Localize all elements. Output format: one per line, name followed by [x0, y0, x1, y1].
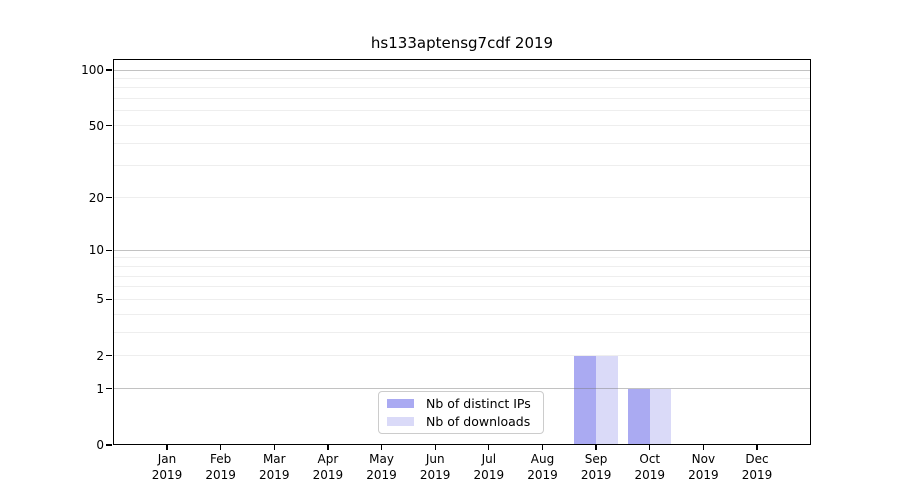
x-tick-month: Apr — [317, 452, 339, 466]
x-tick-label-sep: Sep 2019 — [561, 452, 631, 483]
gridline-minor-9 — [113, 257, 811, 259]
y-tick-label-2: 2 — [96, 348, 104, 363]
gridline-minor-60 — [113, 110, 811, 112]
x-tick-month: Jun — [425, 452, 445, 466]
x-tick-label-may: May 2019 — [347, 452, 417, 483]
x-tick-year: 2019 — [151, 467, 183, 482]
x-tick-label-feb: Feb 2019 — [186, 452, 256, 483]
x-tick-year: 2019 — [258, 467, 290, 482]
y-tick-label-50: 50 — [88, 118, 104, 133]
y-tick-mark-50 — [106, 124, 112, 127]
x-tick-label-nov: Nov 2019 — [668, 452, 738, 483]
x-tick-mark-aug — [541, 445, 544, 450]
x-tick-mark-sep — [595, 445, 597, 450]
x-tick-label-apr: Apr 2019 — [293, 452, 363, 483]
x-tick-label-jun: Jun 2019 — [400, 452, 470, 483]
x-tick-month: Jan — [157, 452, 177, 466]
x-tick-mark-jan — [166, 445, 168, 450]
x-tick-year: 2019 — [419, 467, 451, 482]
legend-entry-downloads: Nb of downloads — [387, 414, 535, 429]
gridline-minor-5 — [113, 298, 811, 300]
gridline-major-1 — [113, 388, 811, 390]
gridline-major-10 — [113, 249, 811, 251]
grid-layer — [113, 59, 811, 445]
y-tick-mark-10 — [106, 249, 112, 251]
x-tick-year: 2019 — [741, 467, 773, 482]
x-tick-label-jul: Jul 2019 — [454, 452, 524, 483]
legend-label-distinct-ips: Nb of distinct IPs — [426, 396, 531, 412]
x-tick-mark-oct — [649, 445, 651, 450]
x-tick-mark-dec — [756, 445, 758, 450]
x-tick-label-mar: Mar 2019 — [239, 452, 309, 483]
legend-label-downloads: Nb of downloads — [426, 413, 531, 429]
x-tick-month: Aug — [530, 452, 555, 466]
bar-distinct-ips-oct — [628, 388, 650, 445]
y-tick-label-10: 10 — [88, 243, 104, 258]
y-tick-mark-20 — [106, 196, 112, 199]
x-tick-month: Dec — [745, 452, 769, 466]
y-tick-label-0: 0 — [96, 438, 104, 452]
x-tick-label-jan: Jan 2019 — [132, 452, 202, 483]
gridline-minor-4 — [113, 313, 811, 315]
gridline-minor-70 — [113, 98, 811, 100]
gridline-minor-8 — [113, 265, 811, 267]
x-tick-mark-apr — [327, 445, 329, 450]
y-tick-mark-0 — [106, 444, 112, 446]
y-tick-mark-100 — [106, 69, 112, 71]
x-tick-year: 2019 — [205, 467, 236, 482]
x-tick-year: 2019 — [527, 467, 558, 482]
gridline-minor-6 — [113, 286, 811, 288]
legend-entry-distinct-ips: Nb of distinct IPs — [387, 396, 535, 411]
gridline-minor-20 — [113, 197, 811, 199]
legend-swatch-distinct-ips — [387, 399, 414, 409]
gridline-minor-90 — [113, 77, 811, 79]
gridline-major-100 — [113, 69, 811, 71]
x-tick-month: Oct — [639, 452, 661, 466]
y-tick-mark-1 — [106, 388, 112, 390]
x-tick-year: 2019 — [688, 467, 719, 482]
plot-area: Nb of distinct IPs Nb of downloads — [113, 59, 811, 445]
x-tick-year: 2019 — [473, 467, 505, 482]
gridline-minor-30 — [113, 165, 811, 167]
x-tick-mark-jul — [488, 445, 490, 450]
gridline-minor-80 — [113, 87, 811, 89]
bar-downloads-sep — [596, 355, 618, 445]
bar-distinct-ips-sep — [574, 355, 597, 445]
legend: Nb of distinct IPs Nb of downloads — [378, 391, 544, 434]
gridline-minor-3 — [113, 331, 811, 333]
x-tick-month: May — [369, 452, 394, 466]
x-tick-month: Jul — [481, 452, 497, 466]
bar-downloads-oct — [649, 388, 672, 445]
x-tick-year: 2019 — [366, 467, 397, 482]
gridline-minor-40 — [113, 142, 811, 144]
x-tick-month: Feb — [210, 452, 232, 466]
x-tick-mark-nov — [702, 445, 705, 450]
gridline-minor-50 — [113, 125, 811, 127]
x-tick-label-aug: Aug 2019 — [507, 452, 577, 483]
y-tick-label-20: 20 — [88, 190, 104, 205]
y-tick-label-1: 1 — [96, 381, 104, 396]
x-tick-year: 2019 — [312, 467, 344, 482]
x-tick-label-dec: Dec 2019 — [722, 452, 792, 483]
bars-layer — [113, 59, 811, 445]
gridline-minor-2 — [113, 355, 811, 357]
x-tick-mark-jun — [434, 445, 436, 450]
legend-swatch-downloads — [387, 416, 414, 426]
y-tick-label-5: 5 — [96, 292, 104, 307]
x-tick-year: 2019 — [580, 467, 612, 482]
x-tick-month: Mar — [262, 452, 286, 466]
x-tick-mark-may — [380, 445, 383, 450]
y-tick-label-100: 100 — [81, 63, 104, 77]
y-tick-mark-5 — [106, 298, 112, 301]
x-tick-mark-mar — [273, 445, 275, 450]
chart-title: hs133aptensg7cdf 2019 — [370, 34, 554, 52]
x-tick-year: 2019 — [634, 467, 666, 482]
x-tick-month: Sep — [584, 452, 608, 466]
x-tick-label-oct: Oct 2019 — [615, 452, 685, 483]
gridline-minor-7 — [113, 275, 811, 277]
x-tick-mark-feb — [219, 445, 222, 450]
x-tick-month: Nov — [691, 452, 716, 466]
y-tick-mark-2 — [106, 355, 112, 357]
